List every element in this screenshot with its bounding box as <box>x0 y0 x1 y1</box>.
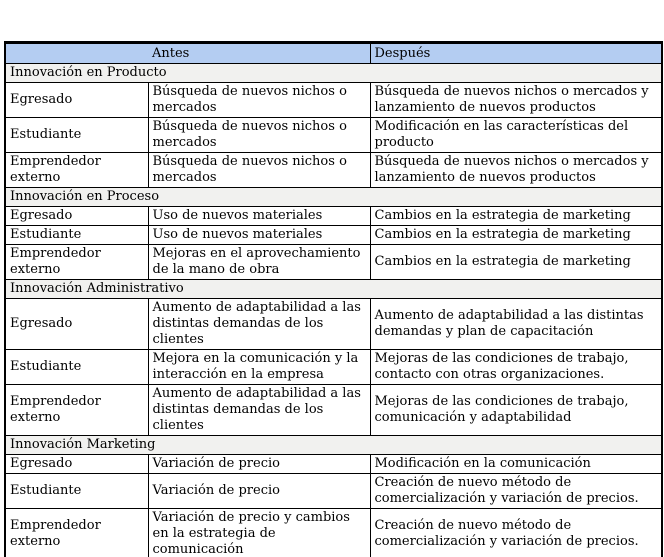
despues-cell: Cambios en la estrategia de marketing <box>369 225 663 245</box>
despues-cell: Creación de nuevo método de comercializa… <box>369 473 663 509</box>
role-cell: Estudiante <box>4 225 149 245</box>
table-row: Emprendedor externo Aumento de adaptabili… <box>4 384 663 436</box>
despues-column-header: Después <box>369 42 663 64</box>
table-row: Emprendedor externo Variación de precio y… <box>4 508 663 557</box>
antes-cell: Uso de nuevos materiales <box>147 206 371 226</box>
role-cell: Estudiante <box>4 473 149 509</box>
table-row: Emprendedor externo Mejoras en el aprovec… <box>4 244 663 280</box>
despues-cell: Mejoras de las condiciones de trabajo, c… <box>369 349 663 385</box>
section-title: Innovación en Producto <box>4 63 663 83</box>
role-cell: Emprendedor externo <box>4 244 149 280</box>
role-cell: Emprendedor externo <box>4 384 149 436</box>
table-row: Egresado Variación de precio Modificación … <box>4 454 663 474</box>
role-cell: Egresado <box>4 454 149 474</box>
section-header-row: Innovación Administrativo <box>4 279 663 299</box>
role-cell: Emprendedor externo <box>4 508 149 557</box>
antes-cell: Aumento de adaptabilidad a las distintas… <box>147 298 371 350</box>
table-row: Estudiante Variación de precio Creación de… <box>4 473 663 509</box>
table-row: Egresado Búsqueda de nuevos nichos o merc… <box>4 82 663 118</box>
antes-cell: Variación de precio y cambios en la estr… <box>147 508 371 557</box>
despues-cell: Aumento de adaptabilidad a las distintas… <box>369 298 663 350</box>
section-header-row: Innovación Marketing <box>4 435 663 455</box>
antes-cell: Mejora en la comunicación y la interacci… <box>147 349 371 385</box>
role-cell: Estudiante <box>4 117 149 153</box>
corner-header-cell <box>4 42 148 64</box>
despues-cell: Modificación en las características del … <box>369 117 663 153</box>
table-row: Emprendedor externo Búsqueda de nuevos ni… <box>4 152 663 188</box>
despues-cell: Mejoras de las condiciones de trabajo, c… <box>369 384 663 436</box>
section-header-row: Innovación en Proceso <box>4 187 663 207</box>
role-cell: Estudiante <box>4 349 149 385</box>
antes-cell: Búsqueda de nuevos nichos o mercados <box>147 117 371 153</box>
table-row: Estudiante Búsqueda de nuevos nichos o me… <box>4 117 663 153</box>
despues-cell: Cambios en la estrategia de marketing <box>369 206 663 226</box>
despues-cell: Creación de nuevo método de comercializa… <box>369 508 663 557</box>
antes-cell: Aumento de adaptabilidad a las distintas… <box>147 384 371 436</box>
role-cell: Emprendedor externo <box>4 152 149 188</box>
innovation-comparison-table: Antes Después Innovación en Producto Egre… <box>4 41 663 557</box>
section-title: Innovación Administrativo <box>4 279 663 299</box>
despues-cell: Cambios en la estrategia de marketing <box>369 244 663 280</box>
section-title: Innovación Marketing <box>4 435 663 455</box>
role-cell: Egresado <box>4 206 149 226</box>
section-header-row: Innovación en Producto <box>4 63 663 83</box>
table-body: Innovación en Producto Egresado Búsqueda d… <box>4 63 663 557</box>
despues-cell: Búsqueda de nuevos nichos o mercados y l… <box>369 152 663 188</box>
antes-cell: Mejoras en el aprovechamiento de la mano… <box>147 244 371 280</box>
antes-cell: Uso de nuevos materiales <box>147 225 371 245</box>
antes-cell: Búsqueda de nuevos nichos o mercados <box>147 82 371 118</box>
antes-cell: Búsqueda de nuevos nichos o mercados <box>147 152 371 188</box>
table-row: Estudiante Mejora en la comunicación y la… <box>4 349 663 385</box>
section-title: Innovación en Proceso <box>4 187 663 207</box>
role-cell: Egresado <box>4 82 149 118</box>
despues-cell: Búsqueda de nuevos nichos o mercados y l… <box>369 82 663 118</box>
despues-cell: Modificación en la comunicación <box>369 454 663 474</box>
table-row: Egresado Aumento de adaptabilidad a las d… <box>4 298 663 350</box>
table-row: Egresado Uso de nuevos materiales Cambios … <box>4 206 663 226</box>
table-header-row: Antes Después <box>4 42 663 64</box>
antes-column-header: Antes <box>147 42 371 64</box>
antes-cell: Variación de precio <box>147 454 371 474</box>
antes-cell: Variación de precio <box>147 473 371 509</box>
table-row: Estudiante Uso de nuevos materiales Cambio… <box>4 225 663 245</box>
role-cell: Egresado <box>4 298 149 350</box>
